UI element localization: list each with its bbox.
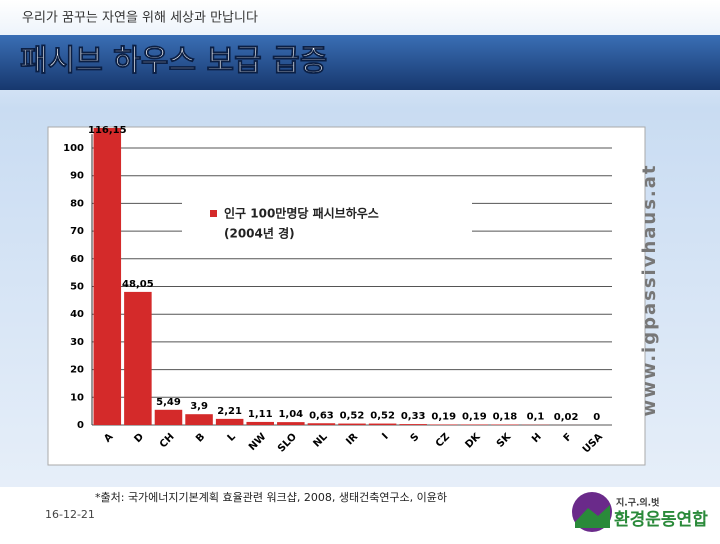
source: *출처: 국가에너지기본계획 효율관련 워크샵, 2008, 생태건축연구소, … — [95, 490, 447, 504]
value-label: 0,63 — [309, 410, 334, 421]
value-label: 0,18 — [493, 412, 518, 423]
value-label: 0,33 — [401, 411, 426, 422]
y-tick-label: 100 — [63, 143, 84, 154]
bar — [369, 424, 397, 425]
value-label: 0,52 — [370, 411, 395, 422]
date: 16-12-21 — [45, 508, 95, 521]
bar — [124, 292, 152, 425]
y-tick-label: 30 — [70, 337, 84, 348]
value-label: 2,21 — [217, 406, 242, 417]
watermark: www.igpassivhaus.at — [639, 163, 660, 416]
value-label: 0,02 — [554, 412, 579, 423]
bar — [461, 424, 489, 425]
logo-top: 지.구.의.벗 — [616, 497, 659, 509]
value-label: 3,9 — [190, 401, 208, 412]
logo-name: 환경운동연합 — [614, 509, 708, 530]
y-tick-label: 0 — [77, 420, 84, 431]
value-label: 0 — [593, 412, 600, 423]
value-label: 1,04 — [278, 409, 303, 420]
legend-swatch — [210, 210, 217, 217]
y-tick-label: 90 — [70, 171, 84, 182]
bar — [185, 414, 213, 425]
value-label: 0,52 — [340, 411, 365, 422]
y-tick-label: 20 — [70, 365, 84, 376]
y-tick-label: 40 — [70, 309, 84, 320]
legend-note: (2004년 경) — [224, 227, 295, 241]
value-label: 0,1 — [527, 412, 545, 423]
legend-label: 인구 100만명당 패시브하우스 — [224, 206, 379, 221]
y-tick-label: 10 — [70, 392, 84, 403]
bar — [338, 424, 366, 425]
bar — [94, 103, 122, 425]
y-tick-label: 80 — [70, 198, 84, 209]
slide-title: 패시브 하우스 보급 급증 — [20, 44, 327, 79]
bar — [216, 419, 244, 425]
bar — [246, 422, 274, 425]
value-label: 116,15 — [88, 125, 127, 136]
bar — [155, 410, 183, 425]
bar — [308, 423, 336, 425]
value-label: 1,11 — [248, 409, 273, 420]
value-label: 5,49 — [156, 397, 181, 408]
tagline: 우리가 꿈꾸는 자연을 위해 세상과 만납니다 — [22, 11, 258, 26]
bar — [399, 424, 427, 425]
bar — [430, 424, 458, 425]
value-label: 0,19 — [431, 411, 456, 422]
value-label: 48,05 — [122, 279, 154, 290]
bar — [277, 422, 305, 425]
value-label: 0,19 — [462, 411, 487, 422]
y-tick-label: 60 — [70, 254, 84, 265]
y-tick-label: 70 — [70, 226, 84, 237]
y-tick-label: 50 — [70, 282, 84, 293]
